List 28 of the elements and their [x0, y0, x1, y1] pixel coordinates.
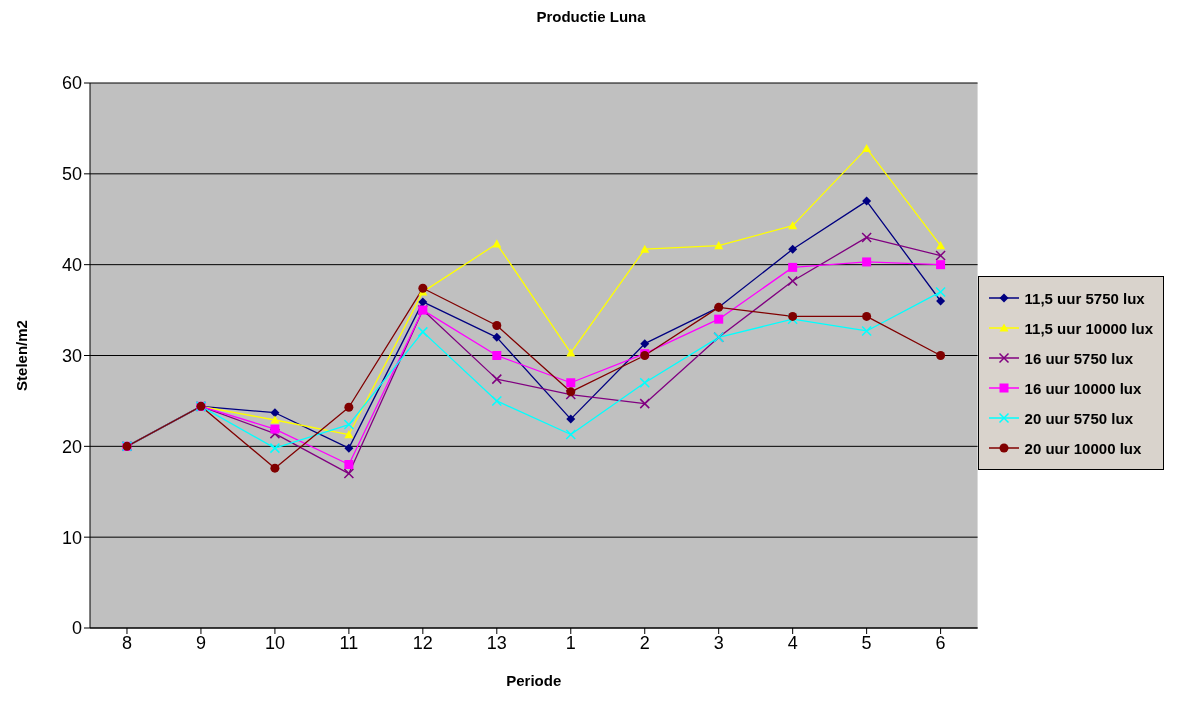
y-tick-label: 40	[61, 255, 82, 276]
legend-label: 20 uur 10000 lux	[1024, 439, 1142, 457]
x-axis-title: Periode	[506, 672, 562, 689]
x-tick-label: 12	[412, 632, 433, 653]
x-tick-label: 9	[195, 632, 206, 653]
y-tick-label: 10	[61, 527, 82, 548]
x-tick-label: 6	[935, 632, 946, 653]
x-tick-label: 4	[787, 632, 798, 653]
y-tick-label: 0	[71, 618, 82, 639]
x-tick-label: 11	[339, 632, 359, 653]
legend-label: 11,5 uur 10000 lux	[1024, 319, 1153, 337]
y-axis-title: Stelen/m2	[13, 320, 31, 391]
legend-label: 16 uur 5750 lux	[1024, 349, 1133, 367]
x-tick-label: 3	[713, 632, 724, 653]
y-tick-label: 50	[61, 164, 82, 185]
x-tick-label: 8	[121, 632, 132, 653]
x-tick-label: 2	[639, 632, 650, 653]
legend-label: 20 uur 5750 lux	[1024, 409, 1133, 427]
x-tick-label: 13	[486, 632, 507, 653]
chart-title: Productie Luna	[535, 8, 647, 27]
legend-label: 16 uur 10000 lux	[1024, 379, 1142, 397]
x-tick-label: 1	[565, 632, 576, 653]
y-tick-label: 30	[61, 345, 82, 366]
y-tick-label: 60	[61, 73, 82, 94]
x-tick-label: 10	[264, 632, 285, 653]
y-tick-label: 20	[61, 436, 82, 457]
x-tick-label: 5	[861, 632, 872, 653]
legend-label: 11,5 uur 5750 lux	[1024, 289, 1145, 307]
